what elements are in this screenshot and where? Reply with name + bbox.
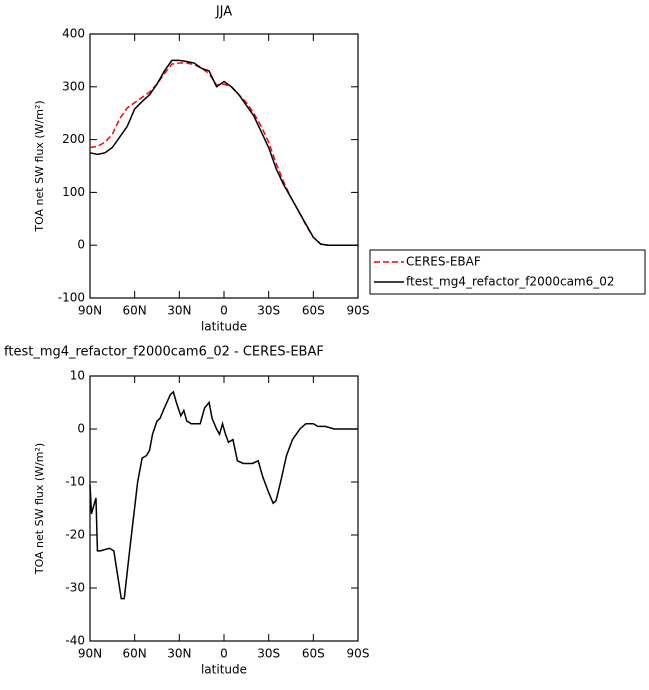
legend-frame <box>369 249 646 295</box>
y-axis-label: TOA net SW flux (W/m²) <box>33 100 46 232</box>
x-tick-label: 60S <box>302 647 325 661</box>
x-tick-label: 60S <box>302 304 325 318</box>
y-tick-label: -100 <box>58 291 85 305</box>
y-tick-label: -10 <box>65 475 85 489</box>
x-tick-label: 60N <box>123 647 147 661</box>
plot-frame <box>89 33 359 299</box>
plot-frame <box>89 375 359 642</box>
y-tick-label: 400 <box>62 27 85 41</box>
x-tick-label: 30S <box>257 647 280 661</box>
x-tick-label: 90S <box>347 304 370 318</box>
legend-label: CERES-EBAF <box>406 255 481 269</box>
y-tick-label: -20 <box>65 528 85 542</box>
x-tick-label: 30N <box>167 304 191 318</box>
y-tick-label: 300 <box>62 79 85 93</box>
x-tick-label: 0 <box>220 304 228 318</box>
y-tick-label: 0 <box>77 422 85 436</box>
x-axis-label: latitude <box>201 663 247 677</box>
y-tick-label: 0 <box>77 238 85 252</box>
data-line <box>89 62 358 246</box>
data-line <box>89 390 358 600</box>
legend-label: ftest_mg4_refactor_f2000cam6_02 <box>406 275 615 289</box>
data-line <box>89 59 358 246</box>
y-tick-label: 100 <box>62 185 85 199</box>
x-axis-label: latitude <box>201 320 247 334</box>
y-tick-label: -30 <box>65 581 85 595</box>
x-tick-label: 60N <box>123 304 147 318</box>
x-tick-label: 90N <box>78 304 102 318</box>
y-tick-label: 10 <box>70 369 85 383</box>
x-tick-label: 90S <box>347 647 370 661</box>
chart-title: ftest_mg4_refactor_f2000cam6_02 - CERES-… <box>4 345 324 360</box>
y-tick-label: 200 <box>62 132 85 146</box>
x-tick-label: 30N <box>167 647 191 661</box>
y-tick-label: -40 <box>65 634 85 648</box>
y-axis-label: TOA net SW flux (W/m²) <box>33 443 46 575</box>
x-tick-label: 30S <box>257 304 280 318</box>
chart-title: JJA <box>215 5 232 20</box>
x-tick-label: 90N <box>78 647 102 661</box>
x-tick-label: 0 <box>220 647 228 661</box>
